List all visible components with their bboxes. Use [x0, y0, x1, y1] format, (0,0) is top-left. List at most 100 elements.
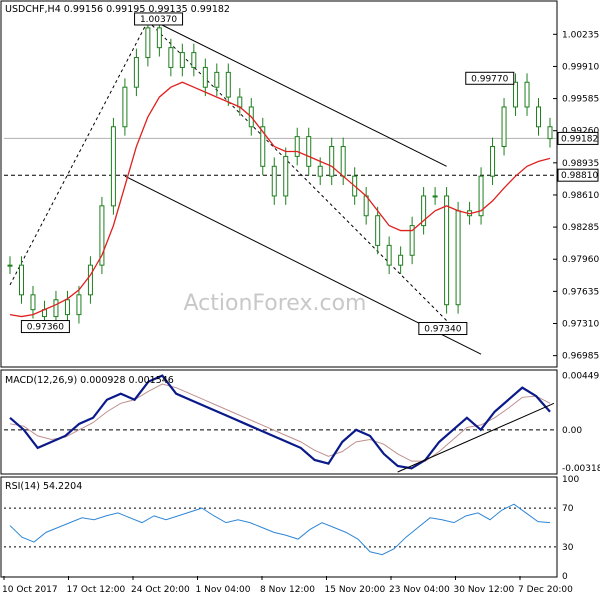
- rsi-title: RSI(14) 54.2204: [5, 481, 82, 492]
- price-bar-body: [340, 146, 346, 177]
- rsi-tick-label: 70: [562, 504, 574, 514]
- price-bar-body: [99, 205, 105, 266]
- price-bar-body: [306, 136, 312, 167]
- price-bar-body: [53, 299, 59, 318]
- y-tick-label: 0.98610: [562, 191, 599, 201]
- y-tick-label: 1.00235: [562, 30, 599, 40]
- price-bar-body: [455, 210, 461, 306]
- y-tick-label: 0.97310: [562, 319, 599, 329]
- x-tick-label: 8 Nov 12:00: [260, 585, 315, 595]
- rsi-tick-label: 100: [562, 475, 579, 485]
- price-title: USDCHF,H4 0.99156 0.99195 0.99135 0.9918…: [5, 4, 230, 15]
- price-bar-body: [524, 81, 530, 108]
- price-bar-body: [329, 146, 335, 177]
- price-bar-body: [490, 146, 496, 177]
- price-bar-body: [191, 52, 197, 68]
- price-bar-body: [432, 195, 438, 198]
- price-bar-body: [87, 264, 93, 296]
- price-bar-body: [317, 165, 323, 177]
- price-bar-body: [386, 244, 392, 266]
- price-bar-body: [409, 225, 415, 256]
- price-bar-body: [110, 126, 116, 207]
- price-bar-body: [179, 52, 185, 68]
- price-bar-body: [283, 155, 289, 197]
- moving-average-line: [9, 81, 551, 318]
- level-label-box: [557, 168, 599, 182]
- price-panel-frame: [0, 0, 558, 368]
- channel-upper-line: [147, 17, 447, 167]
- annotation-label: 1.00370: [140, 15, 177, 25]
- macd-series-signal: [9, 383, 551, 462]
- rsi-tick-label: 30: [562, 543, 574, 553]
- y-tick-label: 0.98935: [562, 159, 599, 169]
- watermark: ActionForex.com: [184, 291, 367, 316]
- price-bar-body: [214, 71, 220, 88]
- macd-tick-label: -0.003186: [562, 464, 600, 474]
- price-bar-body: [547, 126, 553, 140]
- x-tick-label: 7 Dec 20:00: [518, 585, 573, 595]
- rsi-line: [9, 503, 551, 556]
- price-bar-body: [421, 195, 427, 227]
- annotation-label: 0.99770: [471, 74, 508, 84]
- dashed-trend-line: [147, 20, 447, 321]
- price-bar-body: [202, 66, 208, 88]
- y-tick-label: 0.99260: [562, 127, 599, 137]
- rsi-layer: 100 70 30 0: [4, 475, 579, 582]
- price-bar-body: [133, 57, 139, 88]
- current-price-label: 0.99182: [561, 134, 598, 144]
- x-tick-label: 23 Nov 04:00: [389, 585, 450, 595]
- y-tick-label: 0.97635: [562, 287, 599, 297]
- annotation-label: 0.97340: [424, 325, 461, 335]
- rsi-panel-frame: [0, 476, 558, 578]
- price-bar-body: [363, 195, 369, 217]
- price-bar-body: [444, 195, 450, 306]
- price-bar-body: [237, 96, 243, 108]
- macd-series-macd: [9, 374, 551, 470]
- x-axis: 10 Oct 2017 17 Oct 12:00 24 Oct 20:00 1 Nov…: [2, 576, 573, 595]
- annotation-box: [418, 322, 468, 336]
- price-bar-body: [294, 136, 300, 157]
- price-bar-body: [260, 126, 266, 167]
- dashed-trend-line: [9, 20, 149, 286]
- level-label: 0.98810: [561, 171, 598, 181]
- x-tick-label: 30 Nov 12:00: [454, 585, 515, 595]
- y-tick-label: 0.98285: [562, 223, 599, 233]
- x-tick-label: 15 Nov 20:00: [325, 585, 386, 595]
- price-bar-body: [478, 175, 484, 217]
- current-price-box: [557, 131, 599, 145]
- annotation-box: [465, 71, 515, 85]
- y-tick-label: 0.99585: [562, 95, 599, 105]
- y-tick-label: 0.97960: [562, 255, 599, 265]
- annotation-label: 0.97360: [27, 323, 64, 333]
- y-tick-label: 0.96985: [562, 352, 599, 362]
- annotation-box: [134, 12, 184, 26]
- price-bar-body: [18, 264, 24, 296]
- x-tick-label: 24 Oct 20:00: [131, 585, 190, 595]
- price-bar-body: [168, 47, 174, 68]
- price-bar-body: [64, 299, 70, 316]
- macd-tick-label: 0.004493: [562, 372, 600, 382]
- macd-layer: 0.004493 0.00 -0.003186: [4, 372, 600, 474]
- price-bar-body: [30, 294, 36, 311]
- rsi-tick-label: 0: [562, 572, 568, 582]
- price-bar-body: [225, 71, 231, 98]
- macd-title: MACD(12,26,9) 0.000928 0.001546: [5, 375, 174, 386]
- price-layer: 1.00235 0.99910 0.99585 0.99260 0.98935 0.986…: [4, 12, 599, 362]
- price-bar-body: [513, 81, 519, 108]
- price-bar-body: [398, 254, 404, 266]
- macd-tick-label: 0.00: [562, 426, 582, 436]
- macd-trendline: [397, 402, 555, 473]
- price-bar-body: [76, 294, 82, 316]
- price-bar-body: [501, 106, 507, 148]
- price-bar-body: [375, 215, 381, 246]
- x-tick-label: 1 Nov 04:00: [196, 585, 251, 595]
- price-bar-body: [7, 264, 13, 267]
- x-tick-label: 17 Oct 12:00: [67, 585, 126, 595]
- y-tick-label: 0.99910: [562, 62, 599, 72]
- price-bar-body: [536, 106, 542, 128]
- macd-panel-frame: [0, 369, 558, 475]
- x-tick-label: 10 Oct 2017: [2, 585, 58, 595]
- price-bar-body: [156, 27, 162, 49]
- annotation-box: [20, 320, 70, 334]
